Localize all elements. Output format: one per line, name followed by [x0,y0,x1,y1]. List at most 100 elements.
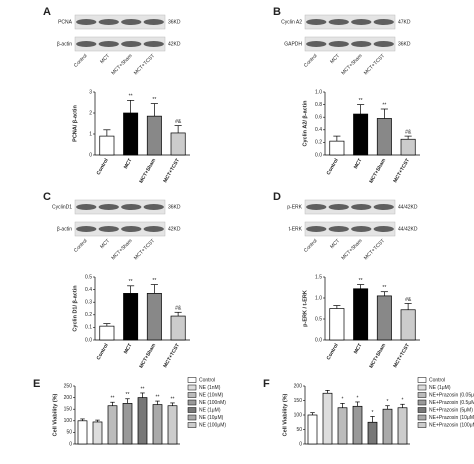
blot-band [143,226,164,232]
y-tick-label: 3 [89,89,92,95]
blot-band [98,226,119,232]
blot [74,221,166,237]
legend-swatch [417,384,427,391]
y-tick-label: 150 [294,398,303,404]
y-tick-label: 0.2 [85,312,92,318]
legend-label: NE (1μM) [199,407,221,413]
x-tick-label: Control [326,157,340,176]
lane-label: MCT [99,238,111,250]
panel-label: A [43,6,51,18]
legend-label: NE (100μM) [199,422,226,428]
y-tick-label: 0.0 [315,152,322,158]
bar [382,408,393,445]
blot-band [143,19,164,25]
panel-label: C [43,191,51,203]
bar [376,118,392,156]
bar [337,407,348,445]
band-name: CyclinD1 [52,204,72,210]
band-size: 44/42KD [398,226,418,232]
bar [122,403,133,445]
blot-band [76,204,97,210]
x-tick-label: MCT+TCST [162,158,181,184]
blot-band [143,41,164,47]
y-tick-label: 200 [294,383,303,389]
y-tick-label: 250 [64,383,73,389]
band-name: p-ERK [287,204,302,210]
bar [376,295,392,341]
blot-band [373,226,394,232]
y-tick-label: 0.0 [85,337,92,343]
panel-label: B [273,6,281,18]
bar [329,308,345,341]
y-tick-label: 0 [69,441,72,447]
legend-swatch [417,392,427,398]
lane-label: MCT+Sham [110,53,133,76]
lane-label: MCT+Sham [340,238,363,261]
blot-band [143,204,164,210]
legend-swatch [187,399,197,406]
annotation: ** [156,394,160,400]
blot-band [306,226,327,232]
band-size: 44/42KD [398,204,418,210]
lane-label: MCT [329,238,341,250]
blot-band [76,41,97,47]
bar [123,112,139,156]
band-name: GAPDH [284,41,302,47]
bar [99,325,115,341]
band-size: 36KD [398,41,411,47]
blot-band [328,204,349,210]
blot-band [351,204,372,210]
legend-swatch [417,377,427,383]
bar [307,414,318,445]
annotation: ** [111,396,115,402]
legend-swatch [417,407,427,413]
band-name: β-actin [57,41,72,47]
y-tick-label: 1.0 [315,295,322,301]
band-name: Cyclin A2 [281,19,302,25]
x-tick-label: MCT [123,343,134,355]
y-tick-label: 0.0 [315,337,322,343]
lane-label: MCT+Sham [340,53,363,76]
annotation: ** [382,285,386,291]
y-axis-label: p-ERK / t-ERK [302,290,308,327]
legend-swatch [417,399,427,406]
y-axis-label: PCNA/ β-actin [72,105,78,142]
band-size: 42KD [168,41,181,47]
annotation: #& [175,119,182,125]
panel-label: E [33,378,40,390]
y-tick-label: 50 [296,427,302,433]
blot-band [351,41,372,47]
x-tick-label: MCT+TCST [162,343,181,369]
blot [74,14,166,30]
lane-label: MCT+Sham [110,238,133,261]
legend-swatch [187,407,197,413]
x-tick-label: MCT+TCST [392,343,411,369]
annotation: #& [175,306,182,312]
lane-label: MCT [99,53,111,65]
legend-label: NE+Prazosin (0.05μM) [429,392,474,398]
annotation: #& [405,129,412,135]
x-tick-label: MCT [353,343,364,355]
y-axis-label: Cell Viability (%) [282,393,288,436]
bar [329,140,345,156]
y-axis-label: Cyclin D1/ β-actin [72,285,78,332]
y-tick-label: 0.4 [315,127,322,133]
legend-label: Control [429,377,445,383]
bar [137,397,148,445]
blot-band [373,204,394,210]
blot-band [328,226,349,232]
blot-band [328,41,349,47]
legend-label: NE (10μM) [199,415,224,421]
band-size: 36KD [168,19,181,25]
blot [304,36,396,52]
bar [397,407,408,445]
bar [92,421,103,445]
legend-label: Control [199,377,215,383]
y-tick-label: 1.5 [315,274,322,280]
y-tick-label: 0.6 [315,115,322,121]
bar [322,392,333,445]
bar [146,293,162,341]
annotation: ** [141,386,145,392]
bar [353,113,369,156]
band-name: β-actin [57,226,72,232]
